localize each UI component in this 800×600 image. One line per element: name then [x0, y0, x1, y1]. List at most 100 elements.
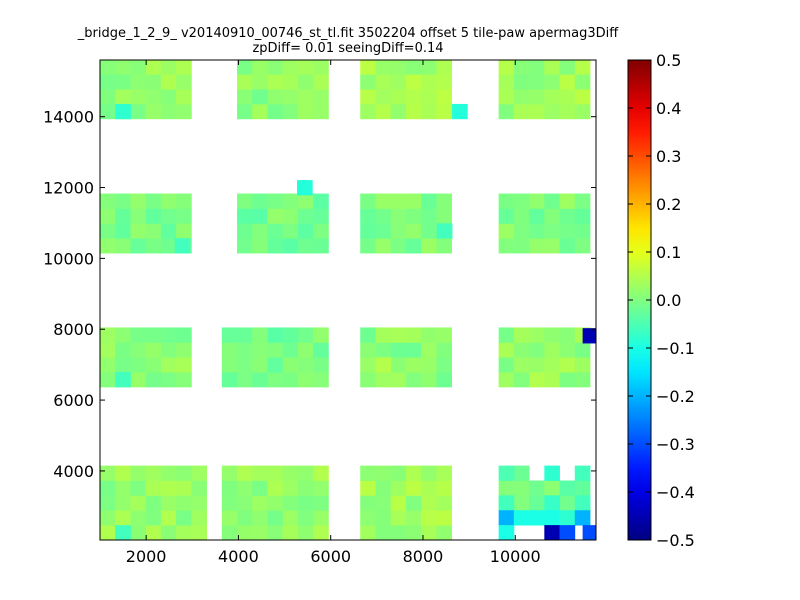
heatmap-cell: [174, 238, 191, 254]
heatmap-cell: [145, 103, 162, 120]
heatmap-cell: [145, 223, 162, 239]
heatmap-cell: [160, 60, 177, 75]
heatmap-cell: [498, 89, 515, 105]
heatmap-cell: [574, 357, 591, 373]
heatmap-cell: [313, 357, 329, 373]
heatmap-cell: [267, 327, 284, 343]
y-tick-label: 10000: [43, 249, 94, 268]
heatmap-cell: [405, 89, 422, 105]
heatmap-cell: [100, 495, 116, 511]
heatmap-cell: [160, 89, 177, 105]
heatmap-cell: [544, 357, 560, 373]
heatmap-cell: [145, 60, 162, 75]
heatmap-cell: [160, 74, 177, 90]
heatmap-cell: [390, 327, 407, 343]
heatmap-cell: [160, 238, 177, 254]
heatmap-cell: [252, 89, 268, 105]
heatmap-cell: [100, 372, 116, 388]
heatmap-cell: [544, 480, 560, 496]
heatmap-cell: [100, 238, 116, 254]
heatmap-cell: [297, 60, 314, 75]
heatmap-cell: [421, 372, 437, 388]
heatmap-cell: [405, 223, 422, 239]
heatmap-cell: [100, 465, 116, 481]
heatmap-cell: [282, 74, 299, 90]
x-tick-label: 6000: [310, 547, 351, 566]
x-tick-label: 10000: [490, 547, 541, 566]
heatmap-cell: [375, 465, 392, 481]
heatmap-cell: [237, 238, 253, 254]
heatmap-cell: [436, 372, 452, 388]
heatmap-cell: [513, 327, 530, 343]
colorbar-tick-label: −0.4: [656, 483, 695, 502]
heatmap-cell: [191, 525, 207, 540]
heatmap-cell: [282, 103, 299, 120]
heatmap-cell: [436, 74, 452, 90]
heatmap-cell: [267, 342, 284, 358]
heatmap-cell: [130, 238, 147, 254]
heatmap-cell: [375, 525, 392, 540]
heatmap-cell: [297, 238, 314, 254]
heatmap-cell: [130, 60, 147, 75]
heatmap-cell: [574, 510, 591, 526]
heatmap-cell: [130, 525, 147, 540]
heatmap-cell: [559, 525, 576, 540]
y-tick-label: 6000: [53, 391, 94, 410]
heatmap-cell: [221, 327, 238, 343]
heatmap-cell: [176, 342, 192, 358]
heatmap-cell: [405, 193, 422, 209]
heatmap-cell: [498, 208, 515, 224]
heatmap-cell: [513, 357, 530, 373]
heatmap-cell: [252, 372, 268, 388]
heatmap-cell: [421, 223, 437, 239]
heatmap-cell: [115, 372, 131, 388]
heatmap-cell: [191, 495, 207, 511]
heatmap-cell: [375, 357, 392, 373]
heatmap-cell: [544, 525, 560, 540]
heatmap-cell: [559, 60, 576, 75]
heatmap-cell: [405, 327, 422, 343]
heatmap-cell: [252, 103, 268, 120]
heatmap-cell: [130, 223, 147, 239]
heatmap-cell: [360, 465, 376, 481]
heatmap-cell: [574, 74, 591, 90]
heatmap-cell: [237, 327, 253, 343]
heatmap-cell: [405, 480, 422, 496]
heatmap-cell: [529, 89, 545, 105]
colorbar-tick-label: −0.1: [656, 339, 695, 358]
heatmap-cell: [130, 89, 147, 105]
heatmap-cell: [130, 74, 147, 90]
heatmap-cell: [436, 342, 452, 358]
heatmap-cell: [313, 89, 329, 105]
heatmap-cell: [267, 60, 284, 75]
heatmap-cell: [160, 103, 177, 120]
heatmap-cell: [360, 74, 376, 90]
heatmap-cell: [252, 208, 268, 224]
heatmap-cell: [360, 193, 376, 209]
heatmap-cell: [115, 495, 131, 511]
heatmap-cell: [313, 525, 329, 540]
heatmap-cell: [237, 193, 253, 209]
heatmap-cell: [421, 103, 437, 120]
heatmap-cell: [297, 480, 314, 496]
heatmap-cell: [498, 193, 515, 209]
heatmap-cell: [544, 208, 560, 224]
heatmap-cell: [282, 327, 299, 343]
heatmap-cell: [360, 342, 376, 358]
heatmap-cell: [498, 525, 515, 540]
heatmap-cell: [421, 193, 437, 209]
heatmap-cell: [574, 238, 591, 254]
heatmap-cell: [176, 372, 192, 388]
heatmap-cell: [559, 208, 576, 224]
heatmap-cell: [221, 495, 238, 511]
heatmap-cell: [100, 525, 116, 540]
heatmap-cell: [405, 74, 422, 90]
colorbar-tick-label: 0.0: [656, 291, 681, 310]
y-tick-label: 8000: [53, 320, 94, 339]
heatmap-cell: [529, 193, 545, 209]
heatmap-cell: [360, 480, 376, 496]
heatmap-cell: [421, 208, 437, 224]
heatmap-cell: [375, 238, 392, 254]
heatmap-cell: [498, 372, 515, 388]
colorbar-tick-label: 0.2: [656, 195, 681, 214]
